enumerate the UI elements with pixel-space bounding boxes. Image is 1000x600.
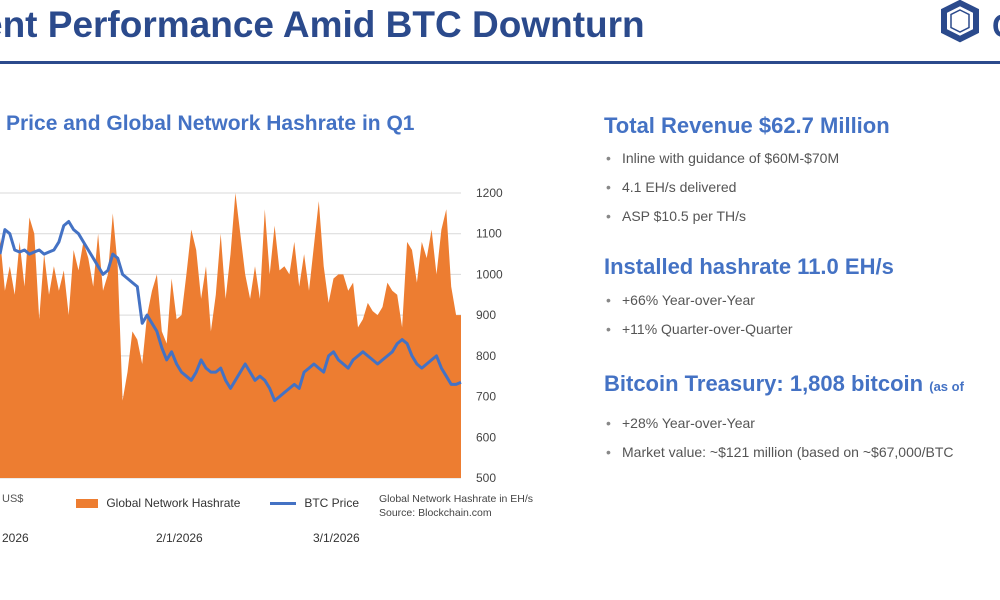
revenue-heading: Total Revenue $62.7 Million <box>604 113 890 138</box>
list-item: ASP $10.5 per TH/s <box>604 206 839 235</box>
y-tick-label: 900 <box>476 308 496 322</box>
y-tick-label: 700 <box>476 390 496 404</box>
hashrate-bullets: +66% Year-over-Year +11% Quarter-over-Qu… <box>604 290 793 348</box>
title-divider <box>0 61 1000 64</box>
list-item: +66% Year-over-Year <box>604 290 793 319</box>
y-tick-label: 1000 <box>476 267 503 281</box>
legend-btc-price-swatch <box>270 502 296 506</box>
source-note-line2: Source: Blockchain.com <box>379 507 492 519</box>
series-global-network-hashrate <box>0 193 461 478</box>
source-note-line1: Global Network Hashrate in EH/s <box>379 493 534 505</box>
y-tick-label: 1100 <box>476 227 502 241</box>
list-item: 4.1 EH/s delivered <box>604 177 839 206</box>
list-item: +11% Quarter-over-Quarter <box>604 319 793 348</box>
legend-hashrate-label: Global Network Hashrate <box>106 496 241 510</box>
y-axis-unit-label: US$ <box>2 493 24 505</box>
list-item: Market value: ~$121 million (based on ~$… <box>604 442 954 471</box>
list-item: Inline with guidance of $60M-$70M <box>604 148 839 177</box>
hashrate-btc-chart: 500 600 700 800 900 1000 1100 1200 <box>0 186 503 485</box>
treasury-heading-text: Bitcoin Treasury: 1,808 bitcoin <box>604 371 924 396</box>
legend-hashrate: Global Network Hashrate <box>76 496 240 510</box>
list-item: +28% Year-over-Year <box>604 413 954 442</box>
legend-hashrate-swatch <box>76 499 98 509</box>
treasury-bullets: +28% Year-over-Year Market value: ~$121 … <box>604 413 954 471</box>
hashrate-heading: Installed hashrate 11.0 EH/s <box>604 254 894 279</box>
x-tick-label: 3/1/2026 <box>313 531 360 545</box>
treasury-heading-suffix: (as of <box>929 379 964 394</box>
y-tick-label: 500 <box>476 471 496 485</box>
x-tick-label: 2/1/2026 <box>156 531 203 545</box>
series-btc-price <box>0 220 462 403</box>
slide-title: ent Performance Amid BTC Downturn <box>0 4 645 45</box>
revenue-bullets: Inline with guidance of $60M-$70M 4.1 EH… <box>604 148 839 235</box>
legend-btc-price: BTC Price <box>270 496 359 510</box>
logo-letter: C <box>992 8 1000 45</box>
treasury-heading: Bitcoin Treasury: 1,808 bitcoin (as of <box>604 371 964 397</box>
y-tick-label: 1200 <box>476 186 503 200</box>
company-logo <box>936 0 1000 50</box>
y-tick-label: 800 <box>476 349 496 363</box>
legend-btc-price-label: BTC Price <box>304 496 360 510</box>
chart-title: Price and Global Network Hashrate in Q1 <box>6 112 415 135</box>
chart-source-note: Global Network Hashrate in EH/s Source: … <box>379 492 533 520</box>
x-tick-label: 2026 <box>2 531 29 545</box>
y-tick-label: 600 <box>476 430 496 444</box>
